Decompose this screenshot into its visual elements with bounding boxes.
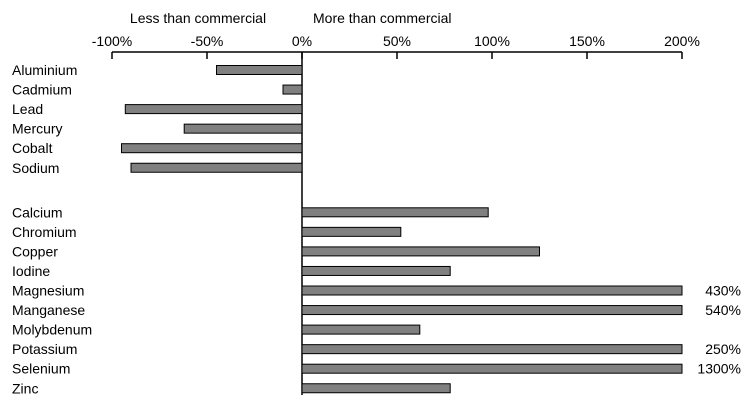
category-label-manganese: Manganese [12,302,85,318]
bars [121,65,683,394]
x-tick-label: 100% [474,33,510,49]
bar-lead [124,104,303,115]
category-label-cobalt: Cobalt [12,140,53,156]
bar-potassium [301,344,683,355]
x-tick-label: 50% [383,33,411,49]
category-label-potassium: Potassium [12,341,77,357]
category-label-zinc: Zinc [12,380,38,395]
bar-selenium [301,363,683,374]
bar-chromium [301,226,402,237]
bar-iodine [301,265,451,276]
value-label-magnesium: 430% [705,283,741,299]
bar-manganese [301,305,683,316]
category-label-aluminium: Aluminium [12,62,77,78]
category-label-mercury: Mercury [12,121,63,137]
category-label-sodium: Sodium [12,160,59,176]
bar-mercury [183,123,303,134]
bar-zinc [301,383,451,394]
category-label-iodine: Iodine [12,263,50,279]
category-labels: Aluminium Cadmium Lead Mercury Cobalt Sodium C… [12,62,741,395]
category-label-lead: Lead [12,101,43,117]
bar-magnesium [301,285,683,296]
x-tick-label: -100% [92,33,132,49]
value-label-selenium: 1300% [697,361,741,377]
x-tick-label: 0% [292,33,312,49]
bar-cadmium [282,84,303,95]
x-tick-label: 200% [664,33,700,49]
bar-molybdenum [301,324,421,335]
category-label-chromium: Chromium [12,224,77,240]
bar-aluminium [216,65,303,75]
x-tick-label: 150% [569,33,605,49]
value-label-potassium: 250% [705,341,741,357]
header-less-than-commercial: Less than commercial [130,10,266,26]
category-label-selenium: Selenium [12,361,70,377]
bar-cobalt [121,143,303,154]
category-label-copper: Copper [12,243,58,259]
category-label-molybdenum: Molybdenum [12,322,92,338]
bar-copper [301,246,540,257]
header-more-than-commercial: More than commercial [313,10,452,26]
bar-calcium [301,207,489,218]
bar-sodium [130,162,303,173]
category-label-cadmium: Cadmium [12,82,72,98]
value-label-manganese: 540% [705,302,741,318]
x-tick-label: -50% [191,33,224,49]
x-axis: -100% -50% 0% 50% 100% 150% 200% [92,33,700,395]
category-label-calcium: Calcium [12,204,63,220]
category-label-magnesium: Magnesium [12,283,84,299]
